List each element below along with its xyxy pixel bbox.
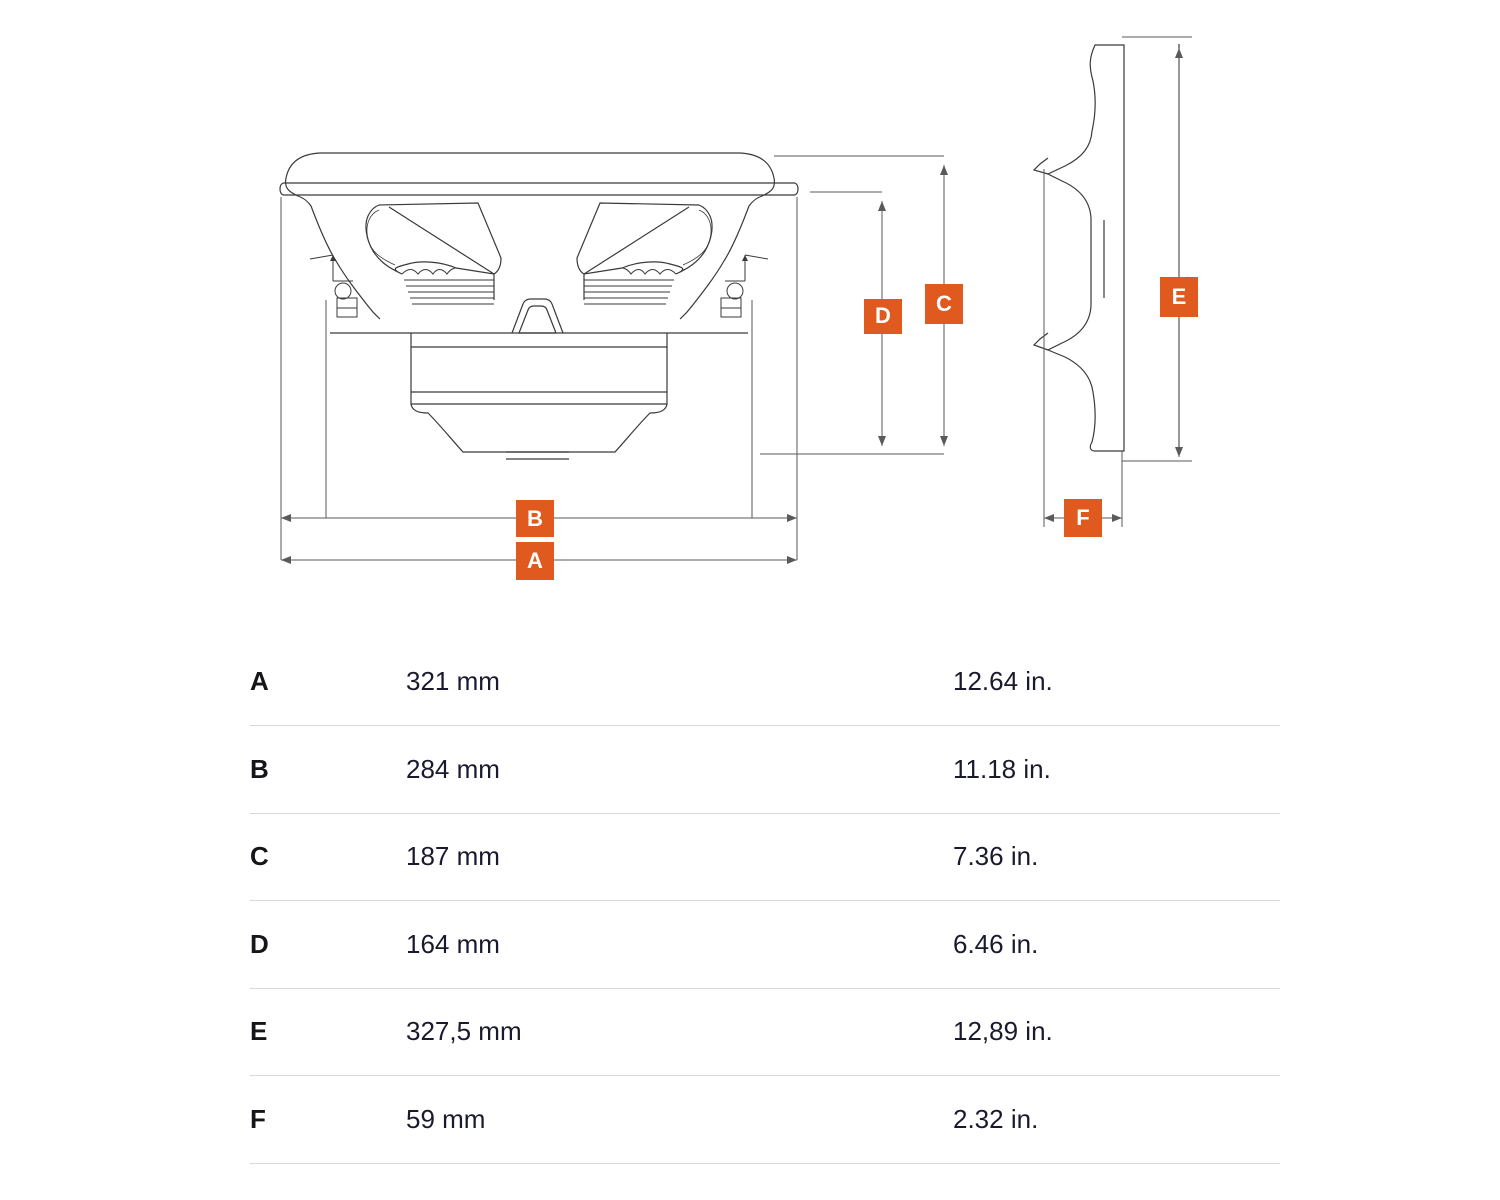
- svg-text:F: F: [1076, 505, 1089, 530]
- svg-text:A: A: [527, 548, 543, 573]
- svg-text:B: B: [527, 506, 543, 531]
- svg-text:E: E: [1172, 284, 1187, 309]
- svg-text:C: C: [936, 291, 952, 316]
- svg-text:D: D: [875, 303, 891, 328]
